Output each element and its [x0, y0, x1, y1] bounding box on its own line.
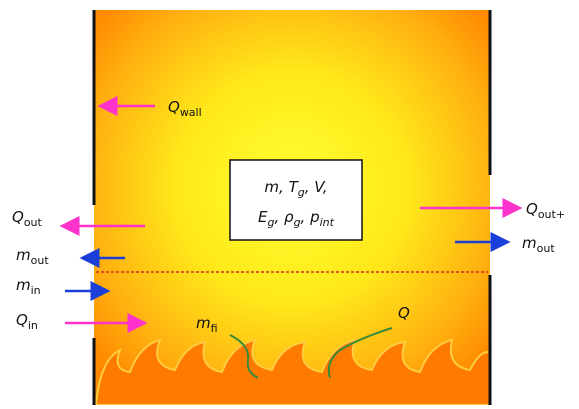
- subscript: wall: [180, 106, 202, 119]
- label: Qout: [12, 208, 43, 229]
- symbol: m: [522, 234, 537, 252]
- label: Q: [398, 304, 410, 322]
- diagram: QwallQoutmoutminQinmfiQQout+moutm, Tg, V…: [0, 0, 579, 405]
- symbol: Q: [16, 311, 28, 329]
- text: , V,: [305, 178, 328, 196]
- subscript: fi: [211, 322, 218, 335]
- subscript: out: [537, 242, 556, 255]
- symbol: Q: [398, 304, 410, 322]
- subscript: g: [298, 186, 305, 199]
- symbol: Q: [526, 200, 538, 218]
- label: mout: [522, 234, 555, 255]
- subscript: out: [24, 216, 43, 229]
- symbol: Q: [12, 208, 24, 226]
- symbol: Q: [168, 98, 180, 116]
- subscript: g: [268, 216, 275, 229]
- subscript: out+: [538, 208, 565, 221]
- subscript: in: [31, 284, 41, 297]
- symbol: m: [196, 314, 211, 332]
- label: min: [16, 276, 41, 297]
- symbol: m: [16, 246, 31, 264]
- text: , p: [301, 208, 320, 226]
- subscript: g: [294, 216, 301, 229]
- symbol: m: [16, 276, 31, 294]
- label: mout: [16, 246, 49, 267]
- text: m, T: [264, 178, 299, 196]
- label: Qout+: [526, 200, 565, 221]
- page: QwallQoutmoutminQinmfiQQout+moutm, Tg, V…: [0, 0, 579, 405]
- label: Qin: [16, 311, 38, 332]
- subscript: int: [320, 216, 335, 229]
- subscript: in: [28, 319, 38, 332]
- state-line: m, Tg, V,: [264, 178, 327, 199]
- text: , ρ: [275, 208, 295, 226]
- subscript: out: [31, 254, 50, 267]
